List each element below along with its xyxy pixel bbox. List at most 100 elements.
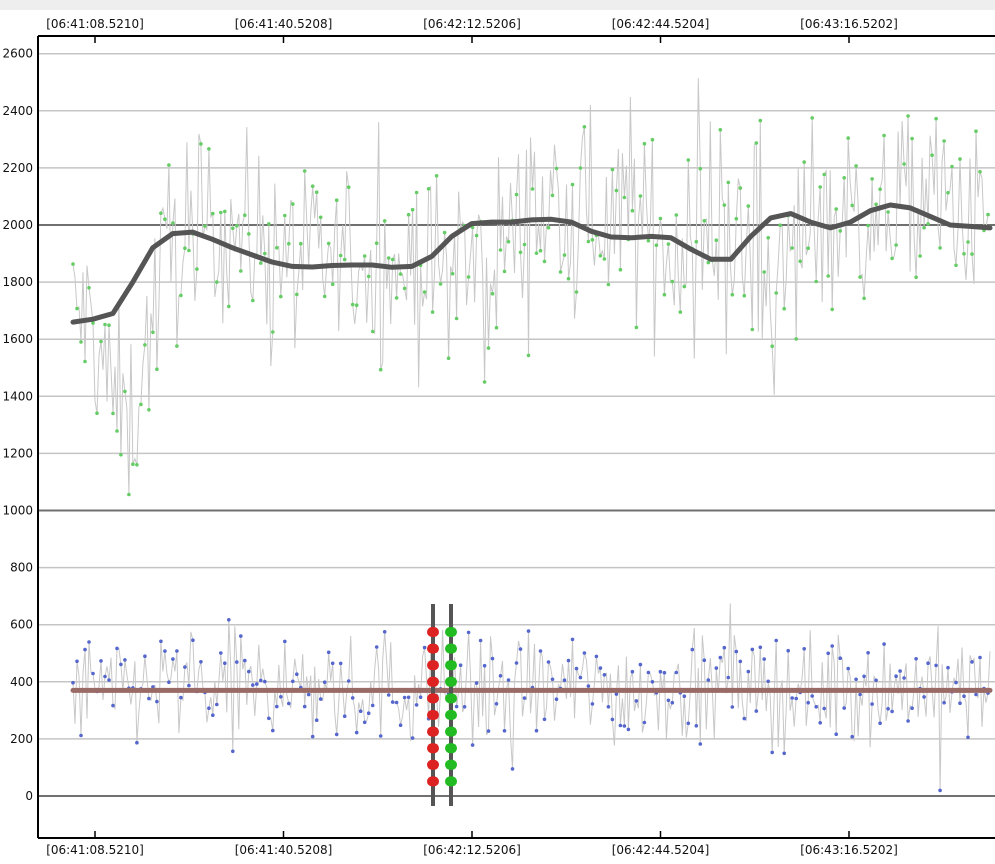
series-2-point <box>910 706 914 710</box>
series-2-point <box>211 713 215 717</box>
series-1-point <box>163 217 167 221</box>
series-1-point <box>115 429 119 433</box>
series-1-point <box>590 238 595 242</box>
series-1-point <box>223 209 227 214</box>
series-1-point <box>598 253 603 258</box>
series-1-point <box>854 164 858 168</box>
series-1-point <box>291 202 295 206</box>
series-2-point <box>770 750 774 755</box>
series-2-point <box>271 728 275 733</box>
axes <box>0 0 995 839</box>
series-2-point <box>874 678 878 683</box>
y-tick-label: 1000 <box>2 504 33 518</box>
series-2-point <box>394 700 399 705</box>
series-1-point <box>862 296 866 301</box>
series-2-point <box>478 638 483 643</box>
series-1-point <box>402 286 407 291</box>
series-1-point <box>570 182 575 187</box>
series-2-point <box>618 723 623 728</box>
series-2-point <box>418 695 423 699</box>
series-2-point <box>834 732 838 736</box>
series-1-point <box>870 177 874 181</box>
series-2-point <box>566 658 571 663</box>
x-tick-label-top: [06:42:44.5204] <box>612 17 710 31</box>
marker-2-dot <box>445 627 457 637</box>
series-2-point <box>586 684 591 688</box>
series-1-point <box>386 256 391 260</box>
series-2-point <box>490 656 495 661</box>
series-2-point <box>486 729 491 733</box>
series-2-point <box>734 649 739 654</box>
tick-labels: [06:41:08.5210] [06:41:08.5210] [06:41:40.… <box>2 17 897 857</box>
series-1-point <box>167 163 171 167</box>
series-1-point <box>147 408 151 412</box>
series-1-point <box>966 240 970 244</box>
series-2-point <box>462 705 467 709</box>
series-2-point <box>870 702 874 706</box>
series-2-point <box>243 658 247 663</box>
series-2-point <box>562 678 567 682</box>
series-1-point <box>914 275 918 280</box>
series-2-point <box>227 618 231 622</box>
series-2-point <box>350 696 355 700</box>
series-1-point <box>738 186 743 190</box>
series-2-point <box>638 662 643 667</box>
series-1-point <box>878 187 882 191</box>
series-2-point <box>107 678 111 682</box>
series-1-point <box>902 162 906 166</box>
series-2-point <box>766 679 770 684</box>
series-2-point <box>806 700 810 705</box>
series-1-point <box>762 270 766 274</box>
series-2-point <box>662 670 667 675</box>
series-1-point <box>630 208 635 213</box>
series-1-point <box>614 188 619 193</box>
x-tick-label-bottom: [06:43:16.5202] <box>800 843 898 857</box>
series-1-point <box>890 256 894 261</box>
series-1-point <box>970 252 974 256</box>
series-1-point <box>127 492 131 497</box>
series-2-point <box>674 670 679 675</box>
series-2-point <box>514 661 519 665</box>
cursor-markers[interactable] <box>427 604 457 806</box>
series-2-point <box>135 740 139 745</box>
series-2-point <box>310 734 315 739</box>
series-2-point <box>746 669 751 674</box>
series-2-point <box>358 709 363 713</box>
series-1-point <box>354 303 359 308</box>
series-2-point <box>842 706 846 710</box>
series-1-point <box>726 180 731 185</box>
series-2-point <box>119 662 123 667</box>
series-2-point <box>914 657 918 661</box>
series-2-point <box>374 645 379 649</box>
series-2-point <box>698 742 703 746</box>
series-1-point <box>75 306 79 311</box>
series-2-point <box>183 665 187 669</box>
series-1-point <box>318 215 323 220</box>
series-2-point <box>758 645 763 650</box>
series-2-raw-line <box>72 603 991 791</box>
series-2-point <box>830 644 834 648</box>
series-2-point <box>730 705 735 709</box>
series-1-point <box>87 286 91 290</box>
series-2-point <box>207 706 211 710</box>
marker-2-dot <box>445 726 457 737</box>
series-1-point <box>702 219 707 223</box>
series-2-point <box>191 638 195 642</box>
series-1-point <box>698 166 703 171</box>
series-2-point <box>123 658 127 662</box>
series-1-point <box>714 238 719 242</box>
series-1-point <box>414 190 419 195</box>
series-1-point <box>79 340 83 344</box>
series-1-point <box>382 219 387 223</box>
marker-1-dot <box>427 726 439 737</box>
x-tick-label-bottom: [06:41:40.5208] <box>235 843 333 857</box>
y-tick-label: 1600 <box>2 332 33 346</box>
series-1-point <box>279 294 283 299</box>
series-1-trend-line <box>70 202 993 325</box>
series-2-point <box>390 700 395 704</box>
series-2-point <box>878 721 882 725</box>
series-1-point <box>350 302 355 307</box>
series-1-point <box>770 344 774 349</box>
series-1-point <box>910 136 914 141</box>
series-1-raw-line <box>72 78 991 495</box>
